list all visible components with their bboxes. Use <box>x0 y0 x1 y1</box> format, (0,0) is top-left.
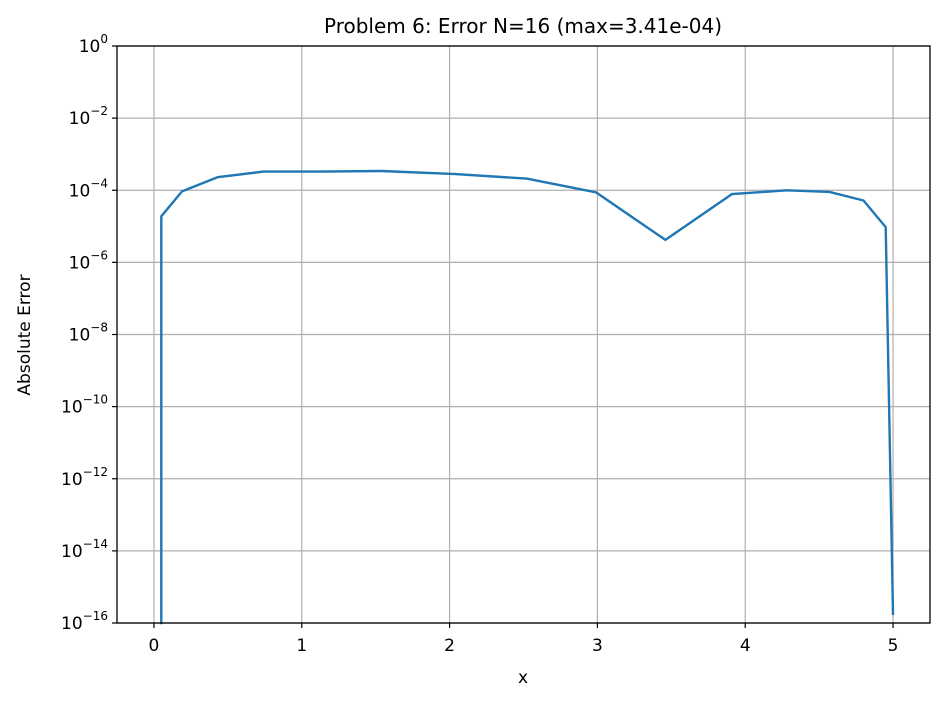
x-axis-label: x <box>518 668 528 688</box>
x-tick-label: 0 <box>149 636 160 656</box>
x-tick-label: 2 <box>444 636 455 656</box>
error-series-line <box>160 169 895 625</box>
y-tick-label: 10−14 <box>61 537 108 562</box>
y-tick-label: 10−2 <box>69 104 108 129</box>
y-tick-label: 10−16 <box>61 609 108 634</box>
x-tick-label: 5 <box>888 636 899 656</box>
grid <box>117 45 930 624</box>
x-tick-label: 1 <box>296 636 307 656</box>
x-tick-label: 3 <box>592 636 603 656</box>
y-axis-label: Absolute Error <box>15 274 35 395</box>
y-tick-label: 10−6 <box>69 248 108 273</box>
y-tick-label: 10−12 <box>61 465 108 490</box>
y-tick-label: 10−4 <box>69 176 108 201</box>
plot-frame <box>116 45 931 624</box>
y-tick-label: 10−8 <box>69 321 108 346</box>
y-tick-label: 10−10 <box>61 393 108 418</box>
y-tick-label: 100 <box>79 32 108 57</box>
chart-title: Problem 6: Error N=16 (max=3.41e-04) <box>324 14 722 38</box>
plot-series <box>160 169 895 625</box>
axis-ticks: 0 1 2 3 4 5 100 10−2 10−4 10−6 10−8 10−10 10−12 10−14… <box>61 32 898 656</box>
x-tick-label: 4 <box>740 636 751 656</box>
